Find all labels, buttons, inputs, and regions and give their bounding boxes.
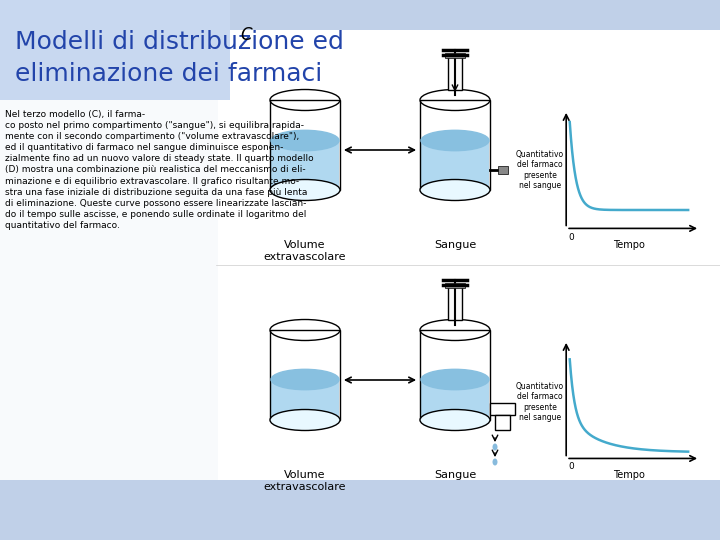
Ellipse shape [492, 458, 498, 465]
Ellipse shape [271, 130, 339, 151]
Bar [445, 53, 465, 58]
Text: Volume
extravascolare: Volume extravascolare [264, 240, 346, 261]
Ellipse shape [421, 369, 489, 390]
Bar [498, 166, 508, 174]
Text: Sangue: Sangue [434, 240, 476, 250]
Ellipse shape [271, 369, 339, 390]
FancyBboxPatch shape [0, 0, 230, 100]
Bar [421, 140, 489, 190]
FancyBboxPatch shape [0, 100, 228, 480]
Bar [495, 415, 510, 430]
Ellipse shape [421, 180, 489, 200]
FancyBboxPatch shape [220, 30, 720, 480]
Bar [445, 283, 465, 288]
Ellipse shape [270, 179, 340, 200]
Ellipse shape [271, 410, 339, 430]
Text: Sangue: Sangue [434, 470, 476, 480]
Bar [420, 330, 490, 420]
FancyBboxPatch shape [218, 250, 720, 480]
Bar [270, 100, 340, 190]
Bar [271, 380, 339, 420]
Bar [420, 100, 490, 190]
Bar [421, 380, 489, 420]
Bar [271, 140, 339, 190]
Text: Volume
extravascolare: Volume extravascolare [264, 470, 346, 491]
Ellipse shape [271, 180, 339, 200]
Bar [490, 403, 515, 415]
Bar [448, 285, 462, 320]
Text: C: C [240, 26, 251, 44]
Ellipse shape [420, 179, 490, 200]
Ellipse shape [270, 409, 340, 430]
Ellipse shape [492, 443, 498, 450]
Ellipse shape [421, 130, 489, 151]
Ellipse shape [421, 410, 489, 430]
Text: Modelli di distribuzione ed
eliminazione dei farmaci: Modelli di distribuzione ed eliminazione… [15, 30, 344, 86]
Bar [448, 55, 462, 90]
FancyBboxPatch shape [218, 30, 720, 260]
Ellipse shape [420, 409, 490, 430]
Bar [270, 330, 340, 420]
Text: Nel terzo modello (C), il farma-
co posto nel primo compartimento ("sangue"), si: Nel terzo modello (C), il farma- co post… [5, 110, 314, 230]
